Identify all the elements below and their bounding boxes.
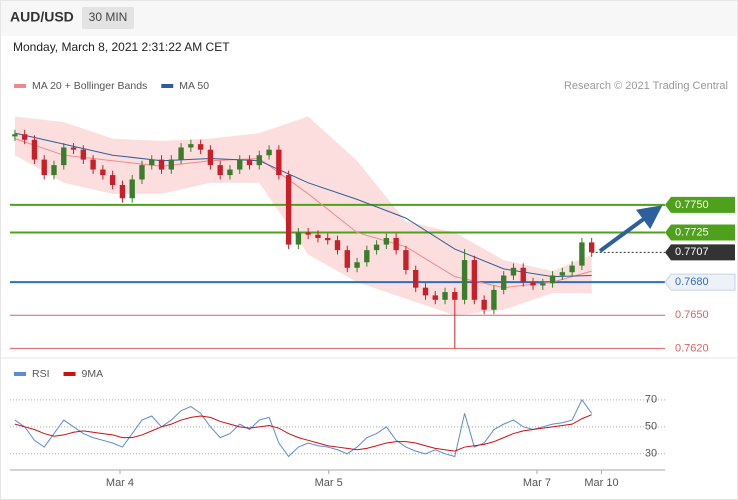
candle-body: [413, 270, 419, 288]
candle-body: [227, 169, 233, 176]
legend-label: MA 50: [179, 80, 209, 92]
candle-body: [501, 275, 507, 290]
candle-body: [334, 240, 341, 251]
candle-body: [41, 159, 47, 176]
candle-body: [305, 232, 311, 235]
candle-body: [237, 159, 243, 170]
x-tick-label: Mar 7: [523, 477, 551, 489]
candle-body: [520, 267, 526, 283]
candle-body: [403, 250, 409, 270]
candle-body: [461, 260, 468, 300]
indicator-line: [14, 414, 592, 452]
candle-body: [266, 149, 272, 156]
x-tick-label: Mar 10: [584, 477, 618, 489]
candle-body: [549, 275, 556, 284]
candle-body: [383, 237, 390, 245]
candle-body: [530, 282, 536, 286]
candle-body: [256, 155, 262, 166]
candle-body: [559, 272, 566, 276]
candle-body: [207, 149, 214, 166]
chart-title: AUD/USD: [10, 9, 74, 25]
candle-body: [373, 244, 380, 251]
candle-body: [12, 134, 18, 137]
candle-body: [471, 260, 478, 300]
ma-line: [14, 132, 592, 278]
candle-body: [364, 250, 370, 263]
candle-body: [285, 175, 292, 245]
candle-body: [510, 267, 517, 276]
candle-body: [149, 159, 155, 166]
projection-arrow: [598, 205, 663, 253]
y-tick-label: 70: [645, 394, 657, 406]
credit: Research © 2021 Trading Central: [564, 80, 728, 92]
candle-body: [354, 262, 360, 268]
candle-body: [70, 147, 77, 150]
candle-body: [158, 159, 165, 170]
candle-body: [90, 159, 96, 170]
candle-body: [51, 165, 57, 176]
candle-body: [315, 234, 321, 238]
candle-body: [344, 250, 350, 268]
candle-body: [109, 175, 116, 185]
x-tick-label: Mar 4: [106, 477, 134, 489]
timeframe-badge: [82, 7, 134, 29]
level-box: [664, 273, 736, 291]
level-box: [665, 307, 735, 324]
level-box: [665, 244, 735, 261]
candle-body: [491, 289, 497, 310]
y-tick-label: 30: [645, 448, 657, 460]
candle-body: [188, 144, 194, 148]
y-tick-label: 50: [645, 421, 657, 433]
candle-body: [129, 179, 135, 199]
level-label: 0.7750: [675, 199, 709, 211]
timestamp: Monday, March 8, 2021 2:31:22 AM CET: [13, 40, 230, 54]
level-box: [665, 224, 735, 241]
level-label: 0.7680: [675, 276, 709, 288]
level-box: [665, 340, 735, 357]
candle-body: [31, 139, 38, 160]
candle-body: [442, 292, 448, 300]
x-tick-label: Mar 5: [315, 477, 343, 489]
indicator-line: [14, 398, 593, 458]
level-label: 0.7725: [675, 226, 709, 238]
candle-body: [217, 165, 223, 176]
candle-body: [61, 147, 67, 166]
candle-body: [21, 134, 28, 140]
legend-swatch: [63, 372, 76, 376]
candle-body: [139, 165, 145, 180]
level-label: 0.7620: [675, 342, 709, 354]
candle-body: [119, 185, 126, 199]
candle-body: [432, 295, 438, 300]
candle-body: [481, 299, 487, 310]
candle-body: [197, 144, 204, 150]
candle-body: [579, 242, 585, 266]
candle-body: [276, 149, 282, 176]
candle-body: [588, 242, 595, 253]
legend-label: MA 20 + Bollinger Bands: [32, 80, 147, 92]
candle-body: [452, 292, 458, 300]
legend-label: 9MA: [82, 368, 104, 380]
candle-body: [540, 283, 546, 286]
candle-body: [80, 149, 87, 160]
candle-body: [325, 237, 331, 241]
candle-body: [569, 265, 575, 273]
level-label: 0.7650: [675, 309, 709, 321]
level-box: [665, 196, 735, 213]
legend-swatch: [14, 372, 26, 376]
legend-swatch: [14, 84, 26, 88]
level-label: 0.7707: [675, 246, 709, 258]
candle-body: [422, 287, 429, 296]
candle-body: [295, 232, 302, 245]
timeframe: 30 MIN: [89, 10, 128, 24]
candle-body: [178, 147, 184, 160]
legend-label: RSI: [32, 368, 50, 380]
candle-body: [393, 237, 399, 251]
candle-body: [100, 169, 106, 176]
candle-body: [246, 159, 253, 166]
legend-swatch: [161, 84, 174, 88]
candle-body: [168, 159, 174, 170]
